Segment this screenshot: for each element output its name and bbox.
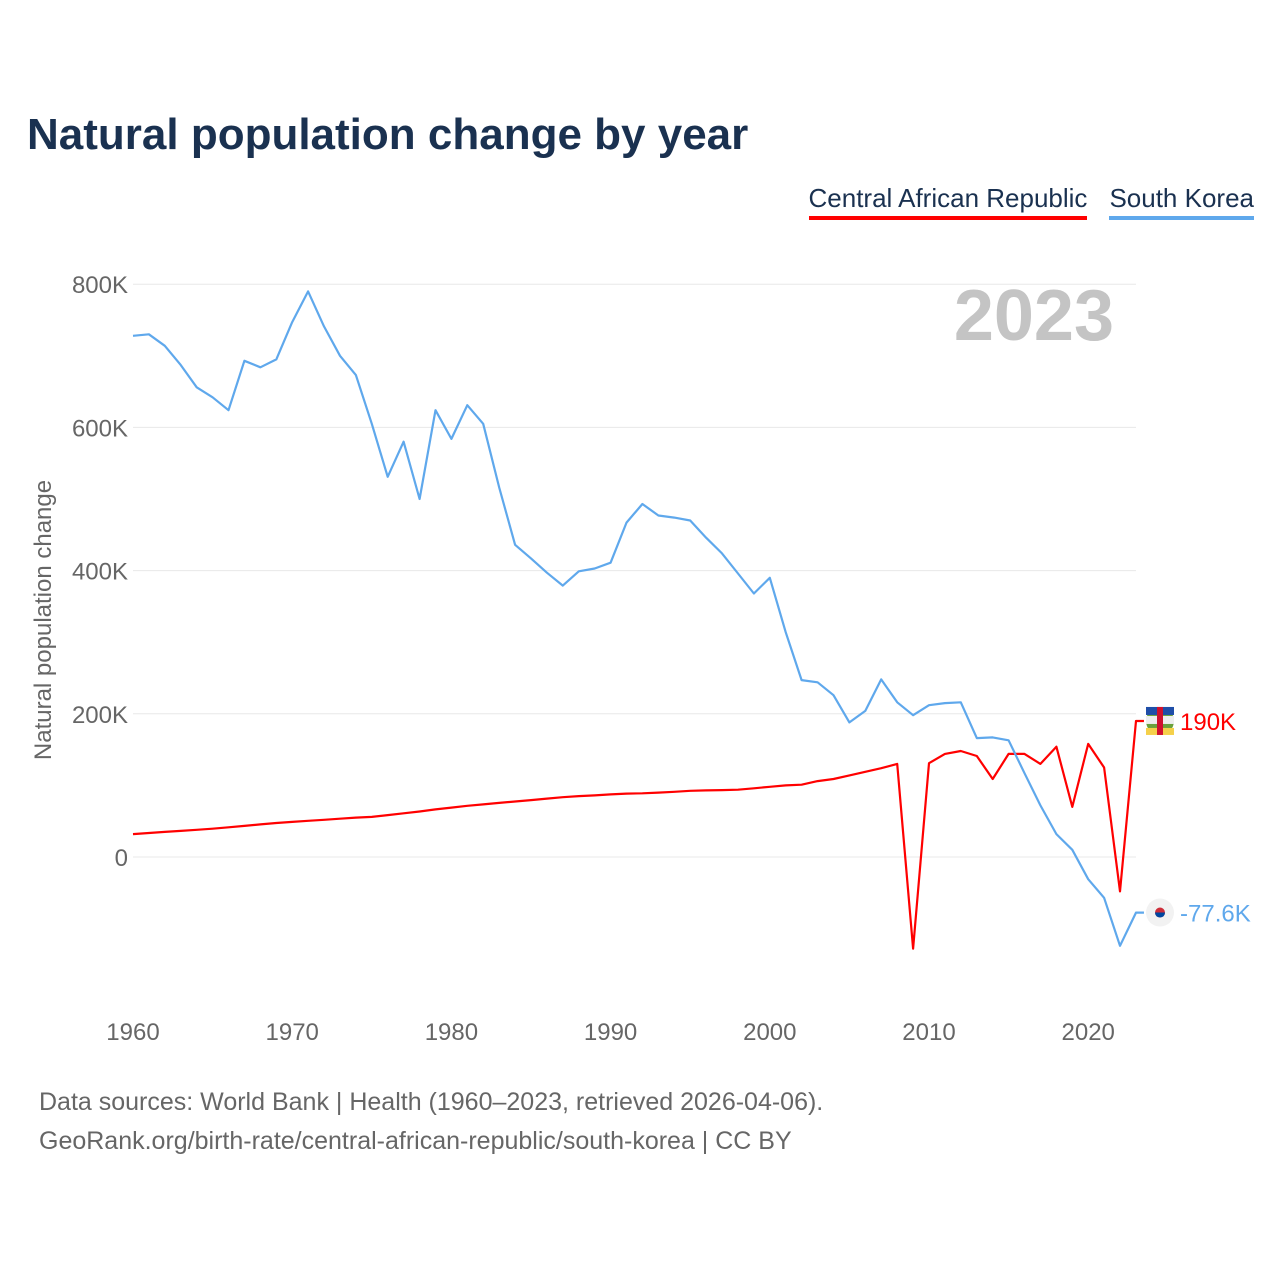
chart-title: Natural population change by year [27,110,749,159]
y-tick-label: 600K [72,415,128,442]
x-tick-label: 1980 [425,1019,478,1046]
series-line-south-korea [132,290,1144,947]
legend: Central African Republic South Korea [808,183,1254,220]
y-tick-label: 400K [72,559,128,586]
year-watermark: 2023 [954,276,1114,356]
y-tick-label: 800K [72,272,128,299]
y-tick-label: 0 [115,845,128,872]
source-note: Data sources: World Bank | Health (1960–… [39,1088,824,1116]
y-tick-label: 200K [72,702,128,729]
end-value-label: -77.6K [1180,901,1251,928]
y-axis-label: Natural population change [30,480,57,760]
x-tick-label: 2010 [902,1019,955,1046]
x-tick-label: 1990 [584,1019,637,1046]
x-tick-label: 2000 [743,1019,796,1046]
x-tick-label: 2020 [1062,1019,1115,1046]
series-line-central-african-republic [132,719,1144,950]
x-tick-label: 1970 [266,1019,319,1046]
x-tick-label: 1960 [106,1019,159,1046]
south-korea-flag-icon [1146,898,1174,927]
legend-item-central-african-republic[interactable]: Central African Republic [808,183,1088,220]
source-link[interactable]: GeoRank.org/birth-rate/central-african-r… [39,1127,792,1155]
legend-item-south-korea[interactable]: South Korea [1109,183,1254,220]
end-value-label: 190K [1180,709,1236,736]
central-african-republic-flag-icon [1146,706,1174,735]
